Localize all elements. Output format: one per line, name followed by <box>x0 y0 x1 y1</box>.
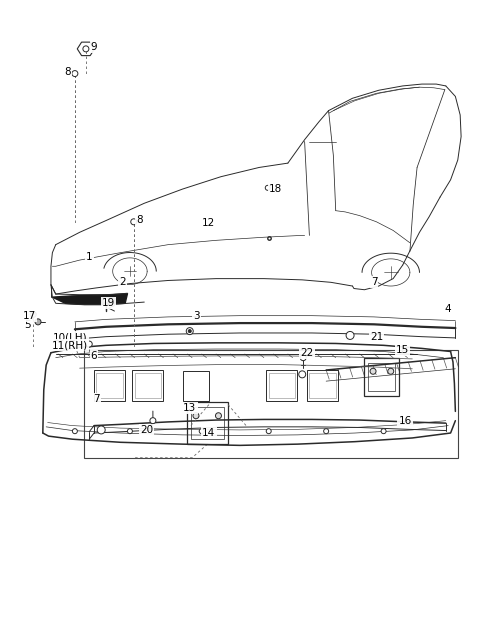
Bar <box>132 370 163 401</box>
Bar <box>84 350 458 457</box>
Circle shape <box>77 335 82 340</box>
Bar <box>135 373 161 398</box>
Bar <box>364 358 399 396</box>
Text: 12: 12 <box>202 218 216 228</box>
Circle shape <box>265 185 270 190</box>
Text: 8: 8 <box>136 215 143 225</box>
Text: 7: 7 <box>93 394 100 404</box>
Circle shape <box>324 429 329 434</box>
Circle shape <box>35 319 41 325</box>
Circle shape <box>72 429 77 434</box>
Text: 3: 3 <box>193 311 200 321</box>
Text: 20: 20 <box>140 425 153 435</box>
Text: 8: 8 <box>64 67 71 77</box>
Text: 9: 9 <box>91 42 97 52</box>
Text: 7: 7 <box>371 277 377 287</box>
Bar <box>310 373 336 398</box>
Text: 13: 13 <box>183 404 196 413</box>
Circle shape <box>370 368 376 374</box>
Circle shape <box>381 429 386 434</box>
Circle shape <box>300 355 306 361</box>
Circle shape <box>199 429 204 434</box>
Text: 10(LH): 10(LH) <box>53 332 87 342</box>
Text: 5: 5 <box>24 320 30 330</box>
Circle shape <box>193 413 199 418</box>
Bar <box>94 370 125 401</box>
Bar <box>182 371 209 401</box>
Text: 19: 19 <box>102 298 115 308</box>
Circle shape <box>104 298 108 303</box>
Text: 18: 18 <box>269 184 283 194</box>
Text: 6: 6 <box>91 351 97 361</box>
Text: 22: 22 <box>300 348 313 358</box>
Text: 16: 16 <box>398 416 412 426</box>
Bar <box>96 373 123 398</box>
Circle shape <box>131 219 137 225</box>
Text: 21: 21 <box>370 332 383 342</box>
Circle shape <box>127 429 132 434</box>
Bar <box>187 402 228 444</box>
Circle shape <box>299 371 306 378</box>
Text: 17: 17 <box>23 311 36 321</box>
Circle shape <box>83 46 89 52</box>
Circle shape <box>77 341 82 346</box>
Circle shape <box>97 426 105 434</box>
Text: 2: 2 <box>120 277 126 287</box>
Bar <box>191 407 224 439</box>
Text: 11(RH): 11(RH) <box>52 340 88 350</box>
Bar <box>269 373 295 398</box>
Text: 1: 1 <box>86 252 93 262</box>
Circle shape <box>216 413 221 418</box>
Circle shape <box>86 341 92 347</box>
Bar <box>307 370 338 401</box>
Circle shape <box>72 71 78 77</box>
Circle shape <box>150 418 156 423</box>
Text: 14: 14 <box>202 428 216 438</box>
Bar <box>266 370 298 401</box>
Circle shape <box>388 368 394 374</box>
Circle shape <box>266 429 271 434</box>
Polygon shape <box>52 293 128 305</box>
Circle shape <box>346 331 354 339</box>
Text: 15: 15 <box>396 345 409 355</box>
Circle shape <box>188 330 191 332</box>
Circle shape <box>186 327 193 335</box>
Text: 4: 4 <box>445 305 452 314</box>
Circle shape <box>30 311 36 318</box>
Bar <box>368 363 395 391</box>
